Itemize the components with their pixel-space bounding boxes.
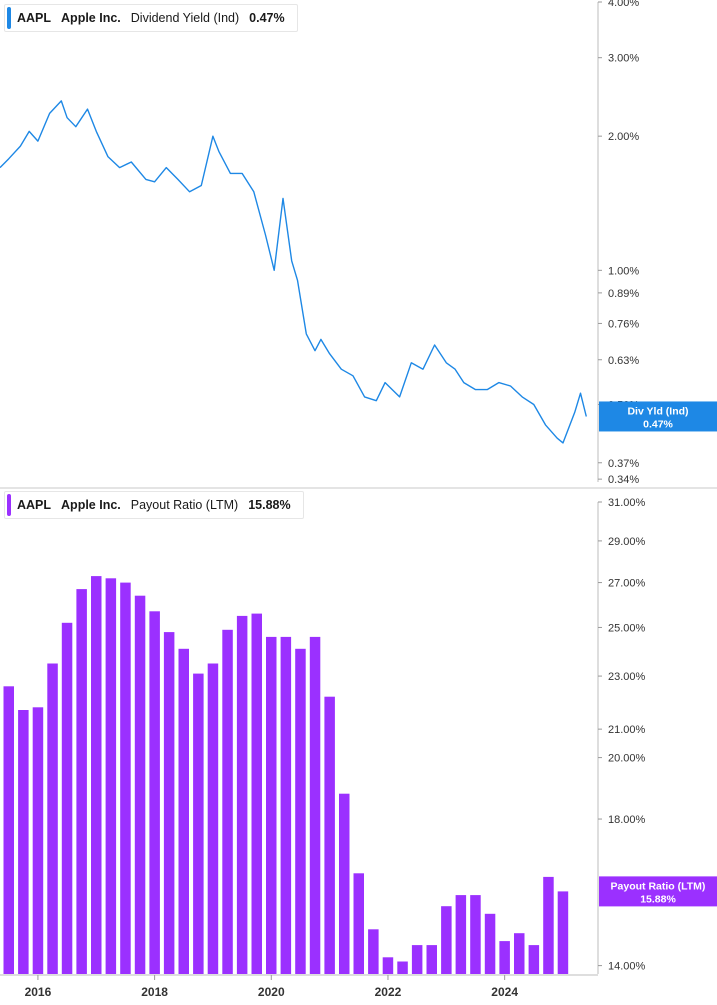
payout-bar bbox=[397, 961, 408, 974]
yield-legend-metric: Dividend Yield (Ind) bbox=[130, 11, 240, 25]
payout-bar bbox=[251, 613, 262, 974]
payout-bar bbox=[441, 906, 452, 974]
y-tick-label: 0.63% bbox=[608, 355, 639, 367]
payout-bar bbox=[499, 941, 510, 974]
payout-bar bbox=[32, 707, 44, 974]
payout-bar bbox=[484, 913, 496, 974]
payout-bar bbox=[207, 663, 219, 974]
y-tick-label: 23.00% bbox=[608, 671, 646, 683]
payout-bar bbox=[120, 582, 131, 974]
x-tick-label: 2022 bbox=[375, 985, 402, 999]
x-axis: 2016 2018 2020 2022 2024 bbox=[0, 974, 598, 999]
payout-legend-value: 15.88% bbox=[248, 498, 291, 512]
y-tick-label: 25.00% bbox=[608, 622, 646, 634]
payout-bar bbox=[280, 636, 292, 974]
payout-bar bbox=[222, 629, 233, 974]
yield-panel: 4.00%3.00%2.00%1.00%0.89%0.76%0.63%0.50%… bbox=[0, 0, 717, 489]
y-tick-label: 3.00% bbox=[608, 53, 639, 65]
payout-bar bbox=[18, 710, 29, 974]
y-tick-label: 0.76% bbox=[608, 318, 639, 330]
payout-bar bbox=[470, 895, 481, 974]
x-tick-label: 2020 bbox=[258, 985, 285, 999]
value-tag-0 bbox=[599, 401, 717, 432]
value-tag-1 bbox=[599, 876, 717, 907]
x-tick-label: 2018 bbox=[141, 985, 168, 999]
payout-bar bbox=[105, 578, 117, 974]
payout-legend: AAPL Apple Inc. Payout Ratio (LTM) 15.88… bbox=[4, 491, 304, 519]
payout-bar bbox=[368, 929, 379, 974]
y-tick-label: 21.00% bbox=[608, 724, 646, 736]
x-tick-label: 2024 bbox=[491, 985, 518, 999]
value-tag-label: Payout Ratio (LTM) bbox=[611, 880, 706, 892]
y-tick-label: 20.00% bbox=[608, 753, 646, 765]
yield-legend-ticker: AAPL bbox=[17, 11, 52, 25]
payout-legend-swatch bbox=[7, 494, 11, 516]
payout-bar bbox=[91, 576, 102, 974]
payout-bar bbox=[557, 891, 569, 974]
payout-bar bbox=[236, 615, 248, 974]
y-tick-label: 27.00% bbox=[608, 578, 646, 590]
payout-bar bbox=[3, 686, 14, 974]
yield-legend: AAPL Apple Inc. Dividend Yield (Ind) 0.4… bbox=[4, 4, 298, 32]
payout-bar bbox=[353, 873, 364, 974]
y-tick-label: 1.00% bbox=[608, 265, 639, 277]
y-tick-label: 2.00% bbox=[608, 131, 639, 143]
yield-legend-company: Apple Inc. bbox=[61, 11, 121, 25]
payout-bar bbox=[543, 876, 554, 974]
y-tick-label: 14.00% bbox=[608, 961, 646, 973]
y-tick-label: 0.37% bbox=[608, 458, 639, 470]
payout-legend-metric: Payout Ratio (LTM) bbox=[130, 498, 239, 512]
payout-bar bbox=[47, 663, 58, 974]
yield-legend-swatch bbox=[7, 7, 11, 29]
payout-bar bbox=[178, 648, 189, 974]
payout-bar bbox=[61, 622, 73, 974]
payout-bar bbox=[514, 933, 525, 974]
y-tick-label: 18.00% bbox=[608, 814, 646, 826]
value-tag-value: 15.88% bbox=[640, 893, 676, 905]
yield-line bbox=[0, 100, 587, 444]
y-tick-label: 0.34% bbox=[608, 474, 639, 486]
payout-panel: 31.00% 29.00% 27.00% 25.00% 23.00% 21.00% 20.0… bbox=[3, 497, 717, 974]
x-tick-label: 2016 bbox=[25, 985, 52, 999]
payout-bar bbox=[149, 611, 160, 974]
payout-bar bbox=[266, 636, 277, 974]
payout-bar bbox=[309, 636, 321, 974]
payout-bar bbox=[339, 793, 350, 974]
payout-bar bbox=[411, 945, 423, 974]
payout-bar bbox=[193, 673, 204, 974]
payout-bar bbox=[134, 595, 146, 974]
y-tick-label: 0.89% bbox=[608, 288, 639, 300]
payout-legend-ticker: AAPL bbox=[17, 498, 52, 512]
value-tag-label: Div Yld (Ind) bbox=[627, 405, 688, 417]
yield-legend-value: 0.47% bbox=[249, 11, 285, 25]
payout-bar bbox=[163, 632, 175, 974]
payout-bar bbox=[528, 945, 540, 974]
y-tick-label: 29.00% bbox=[608, 536, 646, 548]
y-tick-label: 31.00% bbox=[608, 497, 646, 509]
payout-bar bbox=[455, 895, 467, 974]
payout-bar bbox=[76, 589, 87, 974]
payout-bar bbox=[382, 957, 394, 974]
payout-bar bbox=[324, 696, 335, 974]
payout-bar bbox=[295, 648, 306, 974]
payout-legend-company: Apple Inc. bbox=[61, 498, 121, 512]
payout-bar bbox=[426, 945, 437, 974]
value-tag-value: 0.47% bbox=[643, 418, 673, 430]
y-tick-label: 4.00% bbox=[608, 0, 639, 9]
